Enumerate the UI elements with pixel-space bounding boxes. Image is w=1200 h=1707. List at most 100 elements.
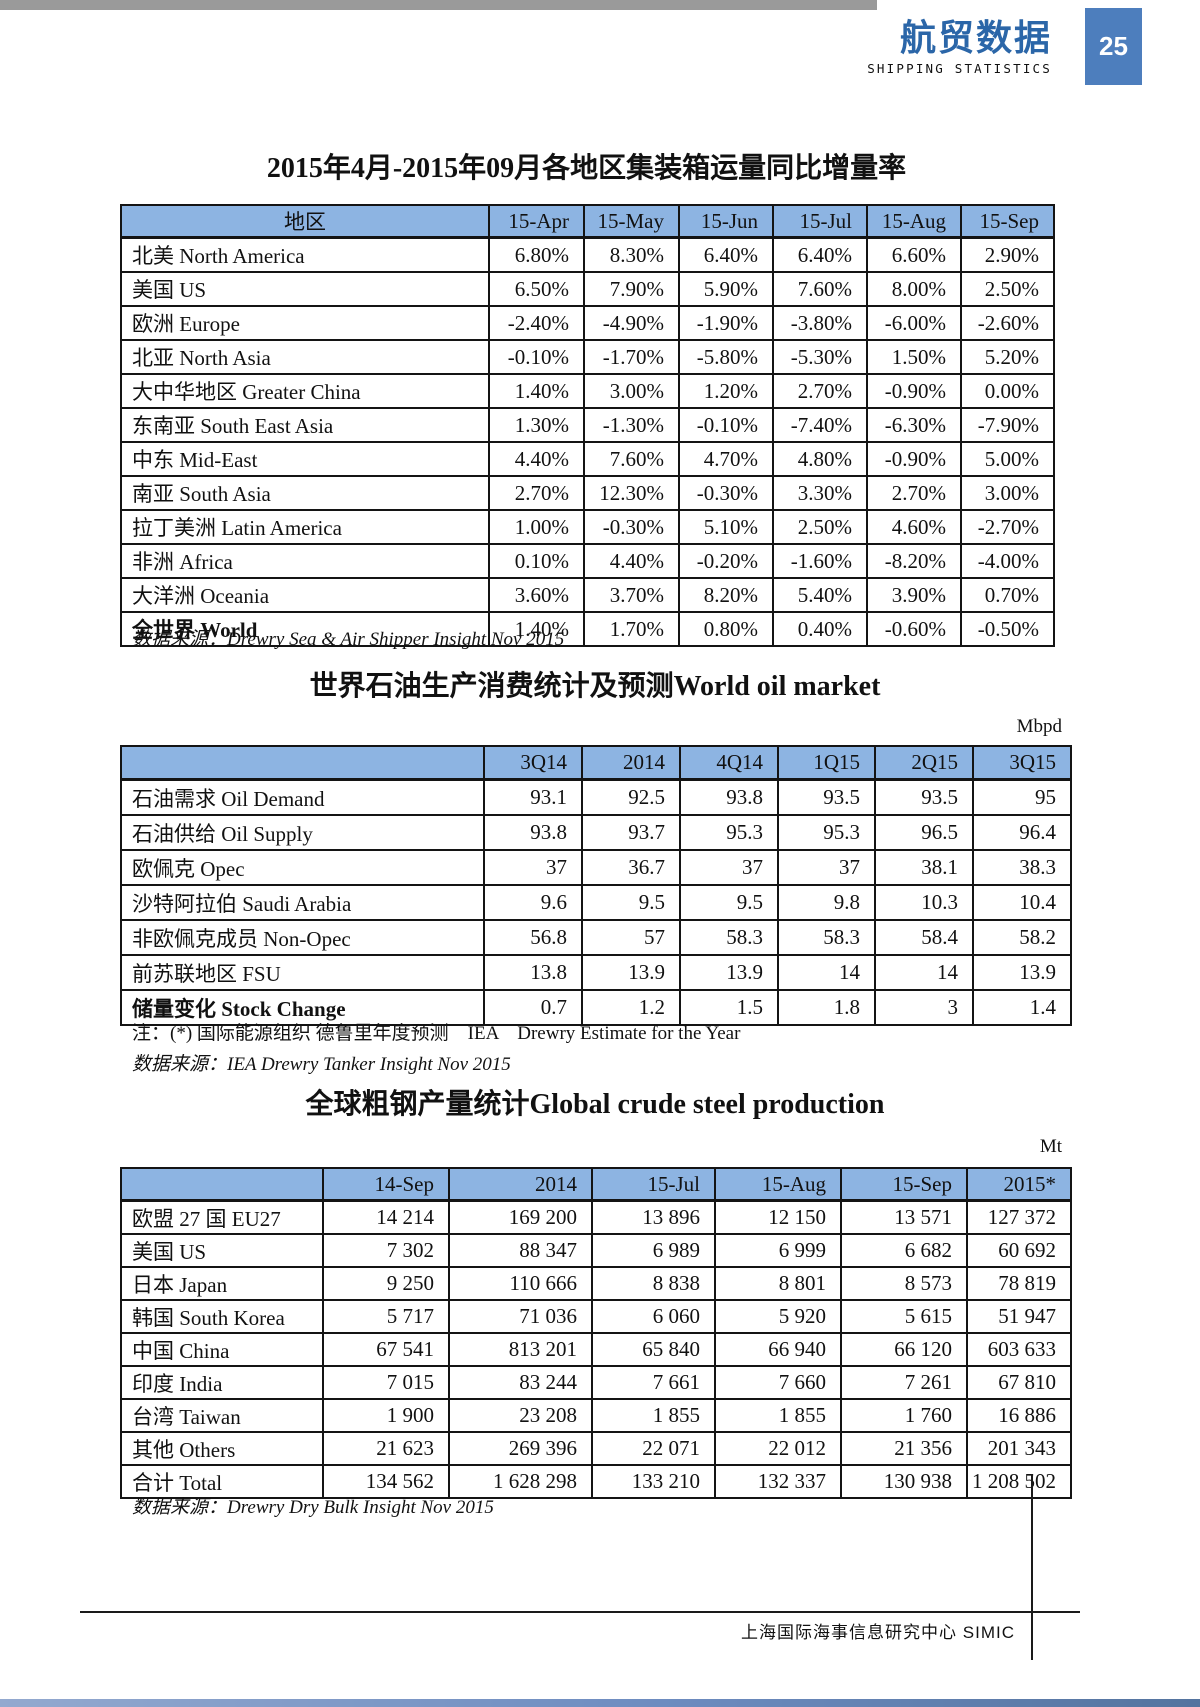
cell-value: -0.20% xyxy=(678,543,774,579)
cell-value: 16 886 xyxy=(966,1398,1072,1433)
cell-value: 269 396 xyxy=(448,1431,593,1466)
cell-value: 58.3 xyxy=(777,919,876,956)
cell-value: -2.70% xyxy=(960,509,1055,545)
page-number-badge: 25 xyxy=(1085,8,1142,85)
cell-value: 5.00% xyxy=(960,441,1055,477)
cell-value: -5.30% xyxy=(772,339,868,375)
cell-value: 1.4 xyxy=(972,989,1072,1026)
table-row: 石油需求 Oil Demand 93.1 92.5 93.8 93.5 93.5 95 xyxy=(120,778,1072,816)
cell-value: 10.3 xyxy=(874,884,974,921)
cell-value: 58.4 xyxy=(874,919,974,956)
cell-value: 0.40% xyxy=(772,611,868,647)
section-title-steel-production: 全球粗钢产量统计Global crude steel production xyxy=(305,1089,885,1120)
cell-value: 96.4 xyxy=(972,814,1072,851)
unit-label-mt: Mt xyxy=(1039,1136,1062,1157)
table-row: 台湾 Taiwan 1 900 23 208 1 855 1 855 1 760 16 88… xyxy=(120,1398,1072,1433)
cell-value: 37 xyxy=(679,849,779,886)
column-header: 15-Apr xyxy=(488,204,585,239)
cell-value: 93.5 xyxy=(874,778,974,816)
cell-value: 1.2 xyxy=(581,989,681,1026)
cell-value: 127 372 xyxy=(966,1199,1072,1235)
bottom-edge-strip xyxy=(0,1699,1200,1707)
row-label: 印度 India xyxy=(120,1365,324,1400)
column-header: 2014 xyxy=(581,745,681,781)
source-line: 数据来源：Drewry Dry Bulk Insight Nov 2015 xyxy=(132,1497,494,1518)
column-header xyxy=(120,1167,324,1202)
cell-value: 21 623 xyxy=(322,1431,450,1466)
cell-value: 60 692 xyxy=(966,1233,1072,1268)
cell-value: 7 261 xyxy=(840,1365,968,1400)
row-label: 前苏联地区 FSU xyxy=(120,954,485,991)
row-label: 北亚 North Asia xyxy=(120,339,490,375)
row-label: 东南亚 South East Asia xyxy=(120,407,490,443)
table-row: 印度 India 7 015 83 244 7 661 7 660 7 261 67 810 xyxy=(120,1365,1072,1400)
cell-value: 12.30% xyxy=(583,475,680,511)
cell-value: 93.8 xyxy=(483,814,583,851)
cell-value: 66 940 xyxy=(714,1332,842,1367)
cell-value: 10.4 xyxy=(972,884,1072,921)
cell-value: 4.70% xyxy=(678,441,774,477)
side-rule xyxy=(1031,1474,1033,1660)
row-label: 日本 Japan xyxy=(120,1266,324,1301)
cell-value: 1 760 xyxy=(840,1398,968,1433)
table-steel-production: 14-Sep 2014 15-Jul 15-Aug 15-Sep 2015* 欧盟 27 国… xyxy=(120,1167,1072,1499)
cell-value: 57 xyxy=(581,919,681,956)
table-row: 合计 Total 134 562 1 628 298 133 210 132 337 13… xyxy=(120,1464,1072,1499)
cell-value: -0.10% xyxy=(488,339,585,375)
table-row: 中国 China 67 541 813 201 65 840 66 940 66 120 6… xyxy=(120,1332,1072,1367)
column-header: 4Q14 xyxy=(679,745,779,781)
cell-value: 1.40% xyxy=(488,611,585,647)
footer-rule xyxy=(80,1611,1080,1613)
table-row: 其他 Others 21 623 269 396 22 071 22 012 21 356… xyxy=(120,1431,1072,1466)
table-header-row: 地区 15-Apr 15-May 15-Jun 15-Jul 15-Aug 15-Sep xyxy=(120,204,1055,239)
cell-value: 3 xyxy=(874,989,974,1026)
source-line: 数据来源：IEA Drewry Tanker Insight Nov 2015 xyxy=(132,1054,511,1075)
column-header xyxy=(120,745,485,781)
row-label: 合计 Total xyxy=(120,1464,324,1499)
row-label: 其他 Others xyxy=(120,1431,324,1466)
cell-value: 13.9 xyxy=(679,954,779,991)
cell-value: -0.50% xyxy=(960,611,1055,647)
cell-value: 4.40% xyxy=(488,441,585,477)
cell-value: 13 571 xyxy=(840,1199,968,1235)
cell-value: 14 xyxy=(777,954,876,991)
cell-value: 93.7 xyxy=(581,814,681,851)
row-label: 美国 US xyxy=(120,271,490,307)
table-row: 沙特阿拉伯 Saudi Arabia 9.6 9.5 9.5 9.8 10.3 10.4 xyxy=(120,884,1072,921)
cell-value: 7.90% xyxy=(583,271,680,307)
cell-value: 13.8 xyxy=(483,954,583,991)
cell-value: 6.40% xyxy=(678,236,774,273)
cell-value: 93.5 xyxy=(777,778,876,816)
cell-value: 6.50% xyxy=(488,271,585,307)
table-row: 美国 US 7 302 88 347 6 989 6 999 6 682 60 692 xyxy=(120,1233,1072,1268)
table-oil-market: 3Q14 2014 4Q14 1Q15 2Q15 3Q15 石油需求 Oil Demand 9… xyxy=(120,745,1072,1026)
cell-value: -0.10% xyxy=(678,407,774,443)
cell-value: 2.90% xyxy=(960,236,1055,273)
column-header: 15-Aug xyxy=(866,204,962,239)
cell-value: 1 855 xyxy=(591,1398,716,1433)
cell-value: 58.3 xyxy=(679,919,779,956)
cell-value: 67 810 xyxy=(966,1365,1072,1400)
cell-value: 7 302 xyxy=(322,1233,450,1268)
cell-value: 93.8 xyxy=(679,778,779,816)
cell-value: 0.00% xyxy=(960,373,1055,409)
cell-value: 88 347 xyxy=(448,1233,593,1268)
cell-value: 3.00% xyxy=(583,373,680,409)
cell-value: 6 060 xyxy=(591,1299,716,1334)
column-header: 15-Sep xyxy=(840,1167,968,1202)
table-row: 非欧佩克成员 Non-Opec 56.8 57 58.3 58.3 58.4 58.2 xyxy=(120,919,1072,956)
row-label: 拉丁美洲 Latin America xyxy=(120,509,490,545)
cell-value: 58.2 xyxy=(972,919,1072,956)
table-row: 欧盟 27 国 EU27 14 214 169 200 13 896 12 150 13 … xyxy=(120,1199,1072,1235)
cell-value: 7 660 xyxy=(714,1365,842,1400)
cell-value: 2.70% xyxy=(488,475,585,511)
cell-value: -2.60% xyxy=(960,305,1055,341)
row-label: 韩国 South Korea xyxy=(120,1299,324,1334)
column-header: 15-May xyxy=(583,204,680,239)
cell-value: -1.90% xyxy=(678,305,774,341)
cell-value: 78 819 xyxy=(966,1266,1072,1301)
cell-value: 5.90% xyxy=(678,271,774,307)
table-row: 全世界 World 1.40% 1.70% 0.80% 0.40% -0.60% -0.50… xyxy=(120,611,1055,647)
section-title-container-growth: 2015年4月-2015年09月各地区集装箱运量同比增量率 xyxy=(266,153,907,184)
